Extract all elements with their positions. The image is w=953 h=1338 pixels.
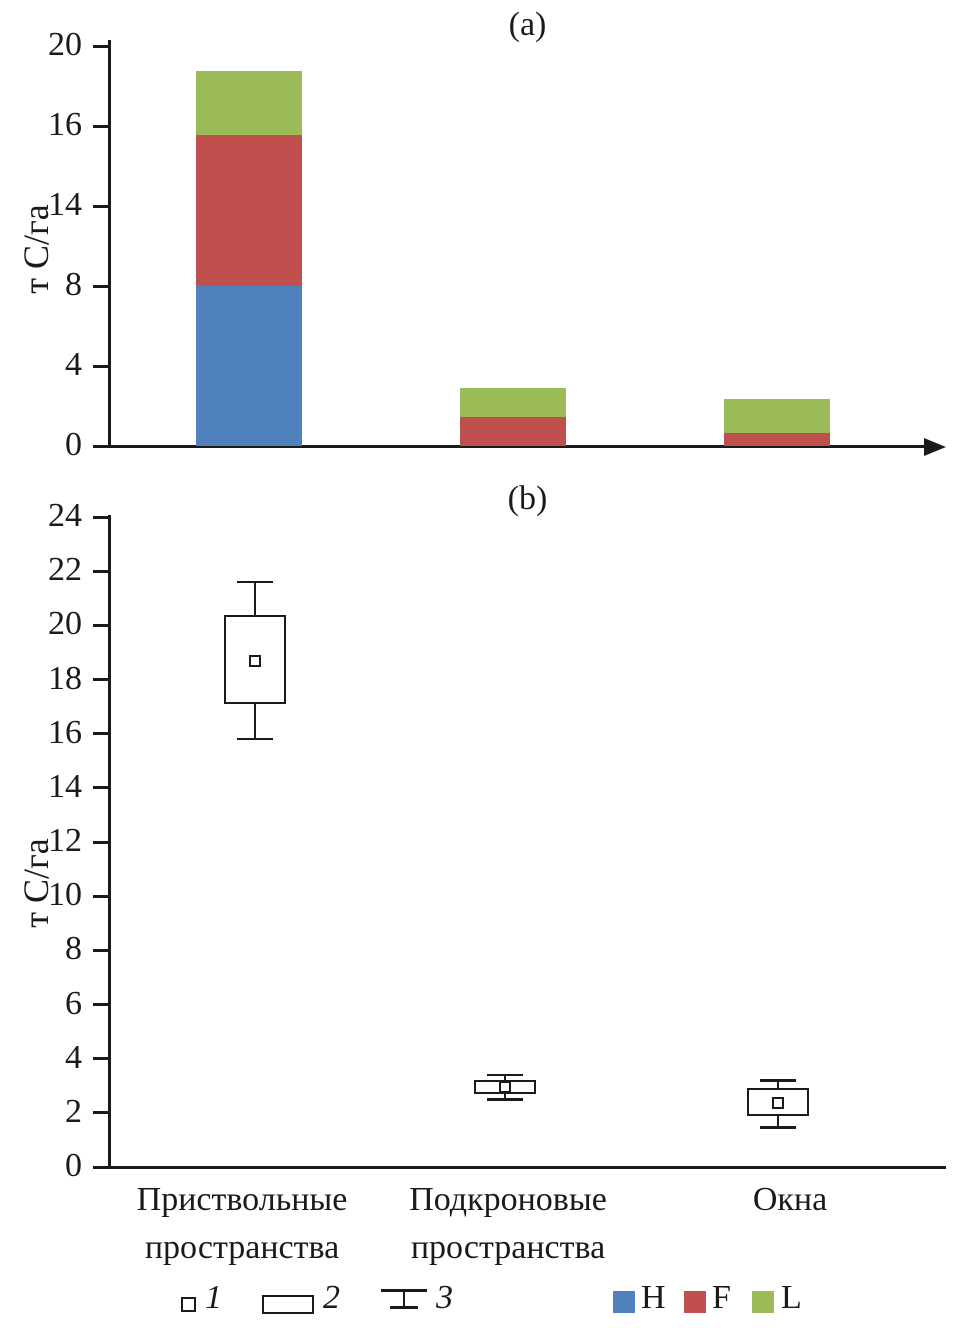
panel-b-ytick-label: 18 bbox=[48, 659, 82, 697]
panel-a-ytick bbox=[93, 284, 108, 288]
box-3-lower-stem bbox=[776, 1115, 780, 1128]
panel-b-ytick-label: 10 bbox=[48, 876, 82, 914]
legend-series-F-label: F bbox=[712, 1279, 731, 1316]
panel-b-ytick bbox=[93, 678, 108, 681]
x-category-1-line1: Приствольные bbox=[136, 1181, 348, 1218]
x-category-1-line2: пространства bbox=[144, 1229, 340, 1267]
panel-b-title: (b) bbox=[507, 480, 548, 517]
legend-series-H-swatch bbox=[613, 1291, 635, 1313]
panel-b-ytick-label: 4 bbox=[65, 1038, 82, 1076]
panel-b-ytick-label: 20 bbox=[48, 605, 82, 643]
panel-a-ytick-label: 14 bbox=[48, 186, 82, 223]
bar-segment-F bbox=[196, 135, 302, 286]
panel-b-ytick bbox=[93, 1003, 108, 1006]
panel-b-ytick-label: 16 bbox=[48, 713, 82, 751]
x-category-2: Подкроновые пространства bbox=[368, 1176, 648, 1273]
bar-segment-F bbox=[460, 417, 566, 446]
box-1-mean-marker bbox=[249, 654, 261, 667]
whisker-top-cap bbox=[381, 1289, 427, 1292]
legend-box-symbol bbox=[262, 1295, 314, 1314]
legend-series-L-swatch bbox=[752, 1291, 774, 1313]
box-2-lower-stem bbox=[503, 1093, 507, 1100]
legend-symbol-1-label: 1 bbox=[205, 1279, 222, 1316]
x-category-2-line1: Подкроновые bbox=[409, 1181, 607, 1218]
box-1-lower-cap bbox=[237, 737, 273, 741]
panel-b-ytick bbox=[93, 569, 108, 573]
panel-b-ytick bbox=[93, 1111, 108, 1115]
legend-series-F-swatch bbox=[684, 1291, 706, 1313]
legend-mean-marker-symbol bbox=[181, 1297, 196, 1312]
panel-a-ytick-label: 20 bbox=[48, 26, 82, 63]
panel-a-x-axis-arrow bbox=[924, 437, 946, 456]
panel-a-ytick-label: 4 bbox=[65, 346, 82, 383]
panel-a-ytick-label: 0 bbox=[65, 426, 82, 463]
bar-segment-L bbox=[724, 399, 830, 433]
panel-b-ytick bbox=[93, 732, 108, 736]
panel-a-ytick bbox=[93, 204, 108, 208]
box-2-lower-cap bbox=[487, 1098, 523, 1101]
panel-a-ytick-label: 8 bbox=[65, 266, 82, 303]
bar-segment-F bbox=[724, 433, 830, 446]
panel-b-ytick bbox=[93, 515, 108, 519]
panel-a-title: (a) bbox=[508, 6, 547, 43]
panel-b-ytick bbox=[93, 840, 108, 844]
legend-symbol-2-label: 2 bbox=[323, 1279, 340, 1316]
x-category-3: Окна bbox=[680, 1176, 900, 1224]
panel-b-ytick-label: 6 bbox=[65, 984, 82, 1022]
legend-symbol-3-label: 3 bbox=[436, 1279, 453, 1316]
panel-b-y-axis-line bbox=[108, 515, 111, 1169]
panel-a-ytick bbox=[93, 444, 108, 448]
panel-b-ytick bbox=[93, 894, 108, 898]
box-3-mean-marker bbox=[772, 1097, 784, 1110]
box-3-rect bbox=[747, 1088, 809, 1116]
box-2-upper-cap bbox=[487, 1073, 523, 1077]
box-3-upper-cap bbox=[760, 1079, 796, 1082]
panel-b-ytick-label: 0 bbox=[65, 1147, 82, 1184]
panel-b-ytick bbox=[93, 1057, 108, 1061]
whisker-stem bbox=[402, 1291, 406, 1307]
panel-b-ytick-label: 12 bbox=[48, 822, 82, 859]
panel-b-ytick-label: 14 bbox=[48, 767, 82, 805]
box-2-upper-stem bbox=[503, 1074, 507, 1081]
panel-b-ytick-label: 2 bbox=[65, 1092, 82, 1130]
panel-b-ytick bbox=[93, 623, 108, 627]
bar-segment-L bbox=[196, 71, 302, 135]
panel-b-ytick-label: 8 bbox=[65, 930, 82, 968]
panel-a-ytick-label: 16 bbox=[48, 106, 82, 143]
panel-a-ytick bbox=[93, 124, 108, 128]
panel-a-y-axis-line bbox=[108, 40, 111, 448]
x-category-3-line1: Окна bbox=[752, 1181, 828, 1218]
panel-b-x-axis-line bbox=[108, 1166, 946, 1169]
panel-a-ytick bbox=[93, 44, 108, 48]
panel-b-ytick bbox=[93, 948, 108, 952]
panel-b-ytick bbox=[93, 786, 108, 790]
box-2-mean-marker bbox=[499, 1081, 511, 1094]
box-3-upper-stem bbox=[776, 1080, 780, 1089]
legend-series-H-label: H bbox=[641, 1279, 666, 1316]
panel-b-ytick-label: 22 bbox=[48, 551, 82, 589]
bar-segment-H bbox=[196, 286, 302, 446]
panel-a-x-axis-line bbox=[108, 445, 928, 448]
box-1-upper-cap bbox=[237, 580, 273, 584]
legend-series-L-label: L bbox=[781, 1279, 802, 1316]
box-3-lower-cap bbox=[760, 1126, 796, 1129]
panel-b-ytick bbox=[93, 1165, 108, 1169]
x-category-1: Приствольные пространства bbox=[92, 1176, 392, 1273]
x-category-2-line2: пространства bbox=[410, 1229, 606, 1267]
whisker-bottom-cap bbox=[390, 1306, 418, 1309]
panel-a-ytick bbox=[93, 364, 108, 368]
panel-b-ytick-label: 24 bbox=[48, 497, 82, 534]
box-1-upper-stem bbox=[253, 582, 257, 615]
legend-whisker-symbol bbox=[381, 1289, 427, 1317]
bar-segment-L bbox=[460, 388, 566, 417]
box-1-lower-stem bbox=[253, 703, 257, 740]
